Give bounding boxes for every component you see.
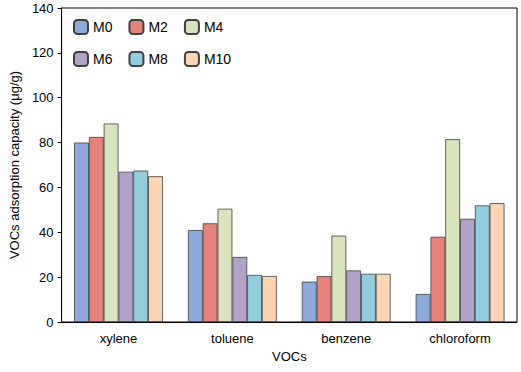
svg-text:40: 40 [39, 225, 53, 240]
svg-text:VOCs adsorption capacity (μg/g: VOCs adsorption capacity (μg/g) [7, 71, 22, 259]
svg-text:20: 20 [39, 270, 53, 285]
svg-text:0: 0 [46, 315, 53, 330]
svg-text:xylene: xylene [100, 331, 138, 346]
svg-text:M6: M6 [93, 51, 113, 67]
svg-text:M10: M10 [204, 51, 231, 67]
svg-text:toluene: toluene [211, 331, 254, 346]
svg-text:M8: M8 [148, 51, 168, 67]
svg-text:140: 140 [32, 1, 54, 16]
svg-text:VOCs: VOCs [272, 349, 307, 364]
svg-text:M2: M2 [148, 19, 168, 35]
svg-text:chloroform: chloroform [429, 331, 490, 346]
svg-text:M0: M0 [93, 19, 113, 35]
svg-text:80: 80 [39, 135, 53, 150]
svg-text:60: 60 [39, 180, 53, 195]
svg-text:benzene: benzene [321, 331, 371, 346]
svg-text:100: 100 [32, 90, 54, 105]
svg-text:120: 120 [32, 45, 54, 60]
svg-text:M4: M4 [204, 19, 224, 35]
